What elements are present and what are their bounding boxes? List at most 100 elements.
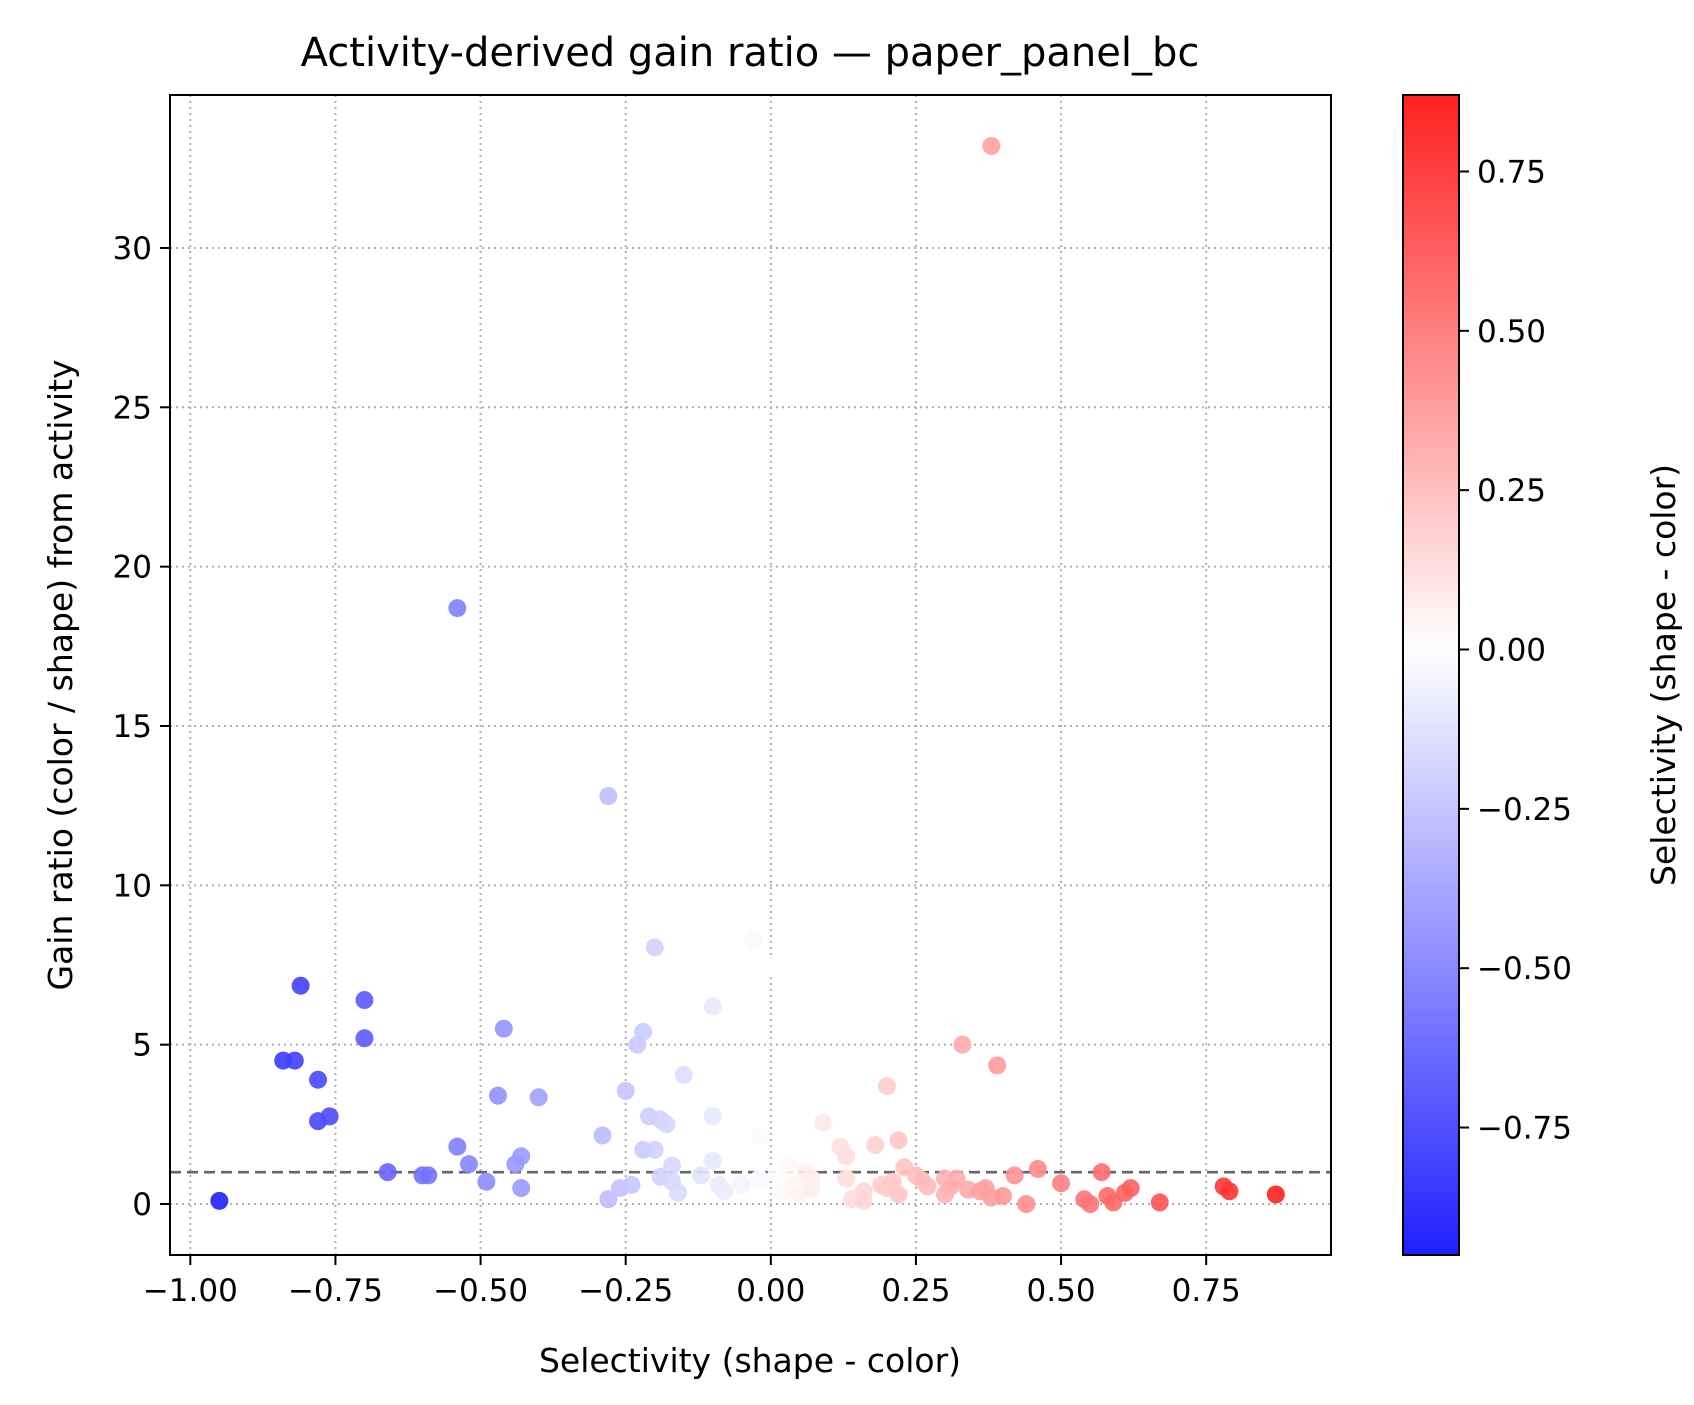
colorbar-tick-label: −0.75 (1477, 1111, 1572, 1147)
data-point (291, 976, 310, 995)
data-point (837, 1147, 856, 1166)
plot-frame (169, 94, 1332, 1256)
data-point (512, 1179, 531, 1198)
x-tick-label: −0.50 (433, 1273, 528, 1309)
data-point (674, 1065, 693, 1084)
data-point (529, 1088, 548, 1107)
y-axis-ticks: 0 5 10 15 20 25 30 (113, 231, 170, 1223)
data-point (355, 991, 374, 1010)
data-point (1220, 1182, 1239, 1201)
data-point (309, 1070, 328, 1089)
colorbar (1402, 94, 1460, 1256)
colorbar-tick-label: 0.00 (1477, 633, 1546, 669)
data-point (814, 1113, 833, 1132)
data-point (703, 1107, 722, 1126)
y-tick-label: 20 (113, 550, 152, 586)
data-point (1028, 1159, 1047, 1178)
data-point (889, 1185, 908, 1204)
data-point (494, 1019, 513, 1038)
data-point (692, 1166, 711, 1185)
colorbar-label: Selectivity (shape - color) (1644, 464, 1683, 886)
data-point (1081, 1195, 1100, 1214)
data-point (477, 1172, 496, 1191)
x-tick-label: 0.75 (1172, 1273, 1241, 1309)
data-point (355, 1029, 374, 1048)
data-point (285, 1051, 304, 1070)
data-point (1150, 1193, 1169, 1212)
grid-lines (170, 95, 1331, 1255)
data-point (918, 1177, 937, 1196)
data-point (459, 1155, 478, 1174)
data-point (657, 1115, 676, 1134)
x-tick-label: −0.25 (578, 1273, 673, 1309)
data-point (419, 1166, 438, 1185)
data-point (448, 1137, 467, 1156)
data-point (703, 997, 722, 1016)
data-point (645, 1140, 664, 1159)
data-point (668, 1183, 687, 1202)
data-point (210, 1191, 229, 1210)
data-point (1266, 1185, 1285, 1204)
data-point (761, 959, 780, 978)
x-axis-ticks: −1.00 −0.75 −0.50 −0.25 0.00 0.25 0.50 0.75 (143, 1255, 1241, 1309)
data-point (599, 787, 618, 806)
data-point (982, 136, 1001, 155)
data-point (488, 1086, 507, 1105)
data-points (210, 136, 1285, 1214)
data-point (750, 1169, 769, 1188)
x-tick-label: −0.75 (288, 1273, 383, 1309)
data-point (378, 1163, 397, 1182)
x-tick-label: −1.00 (143, 1273, 238, 1309)
y-tick-label: 0 (132, 1187, 152, 1223)
x-axis-label: Selectivity (shape - color) (539, 1341, 961, 1380)
data-point (1017, 1195, 1036, 1214)
data-point (512, 1147, 531, 1166)
data-point (663, 1156, 682, 1175)
data-point (889, 1131, 908, 1150)
data-point (320, 1107, 339, 1126)
data-point (837, 1169, 856, 1188)
colorbar-tick-label: −0.25 (1477, 792, 1572, 828)
data-point (448, 599, 467, 618)
data-point (1005, 1166, 1024, 1185)
x-tick-label: 0.25 (881, 1273, 950, 1309)
y-tick-label: 25 (113, 390, 152, 426)
data-point (593, 1126, 612, 1145)
data-point (988, 1056, 1007, 1075)
data-point (634, 1022, 653, 1041)
y-tick-label: 30 (113, 231, 152, 267)
y-tick-label: 10 (113, 868, 152, 904)
data-point (599, 1190, 618, 1209)
colorbar-tick-label: 0.25 (1477, 473, 1546, 509)
colorbar-tick-label: −0.50 (1477, 951, 1572, 987)
data-point (703, 1151, 722, 1170)
x-tick-label: 0.50 (1027, 1273, 1096, 1309)
y-axis-label: Gain ratio (color / shape) from activity (41, 359, 80, 990)
data-point (1092, 1163, 1111, 1182)
y-tick-label: 5 (132, 1028, 152, 1064)
y-tick-label: 15 (113, 709, 152, 745)
data-point (802, 1169, 821, 1188)
data-point (1121, 1179, 1140, 1198)
colorbar-ticks: −0.75 −0.50 −0.25 0.00 0.25 0.50 0.75 (1459, 154, 1572, 1147)
data-point (994, 1187, 1013, 1206)
x-tick-label: 0.00 (736, 1273, 805, 1309)
data-point (1052, 1174, 1071, 1193)
data-point (877, 1077, 896, 1096)
data-point (622, 1175, 641, 1194)
data-point (953, 1035, 972, 1054)
data-point (616, 1081, 635, 1100)
data-point (750, 1128, 769, 1147)
colorbar-tick-label: 0.75 (1477, 154, 1546, 190)
data-point (779, 1156, 798, 1175)
chart-title: Activity-derived gain ratio — paper_pane… (301, 30, 1200, 76)
data-point (645, 938, 664, 957)
data-point (732, 1175, 751, 1194)
data-point (866, 1136, 885, 1155)
data-point (854, 1191, 873, 1210)
data-point (715, 1182, 734, 1201)
data-point (744, 932, 763, 951)
colorbar-tick-label: 0.50 (1477, 314, 1546, 350)
data-point (947, 1169, 966, 1188)
